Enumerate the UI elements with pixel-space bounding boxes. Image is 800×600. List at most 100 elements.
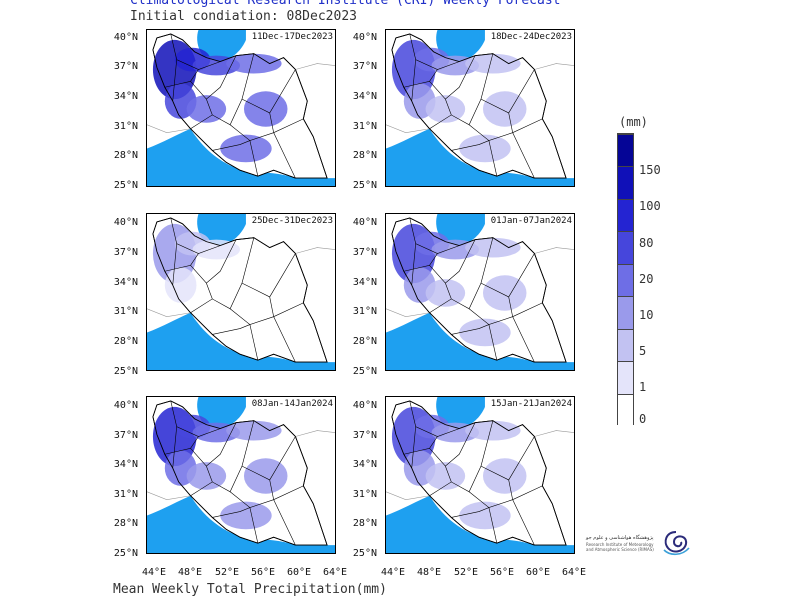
province-border	[249, 324, 259, 361]
precip-area	[220, 134, 272, 163]
province-border	[170, 400, 221, 437]
province-border	[206, 99, 213, 116]
lat-tick-40: 40°N	[113, 400, 138, 411]
forecast-map-panel-4: 01Jan-07Jan2024	[385, 213, 575, 371]
precip-area	[482, 275, 527, 311]
province-border	[429, 420, 494, 496]
province-border	[409, 217, 460, 254]
precip-area	[425, 279, 466, 307]
precip-area	[482, 91, 527, 127]
province-border	[411, 59, 416, 102]
lat-tick-25: 25°N	[352, 180, 377, 191]
province-border	[170, 217, 221, 254]
lon-tick-48: 48°E	[416, 567, 442, 578]
province-border	[468, 485, 543, 508]
lat-tick-34: 34°N	[352, 459, 377, 470]
precip-area	[226, 53, 282, 74]
precip-area	[425, 95, 466, 123]
swirl-logo-icon	[663, 531, 690, 556]
province-border	[273, 499, 296, 546]
forecast-map-panel-6: 15Jan-21Jan2024	[385, 396, 575, 554]
precip-map-4	[386, 214, 574, 370]
colorbar-label-150: 150	[639, 163, 661, 177]
forecast-map-panel-2: 18Dec-24Dec2023	[385, 29, 575, 187]
precip-area	[465, 53, 521, 74]
lat-tick-25: 25°N	[113, 180, 138, 191]
lat-tick-25: 25°N	[113, 366, 138, 377]
lat-tick-34: 34°N	[352, 277, 377, 288]
persian-gulf	[386, 128, 574, 186]
neighbour-border	[147, 63, 335, 133]
province-border	[480, 436, 535, 481]
province-border	[241, 69, 296, 114]
province-border	[273, 132, 296, 179]
lon-tick-44: 44°E	[141, 567, 167, 578]
colorbar	[617, 133, 634, 426]
province-border	[451, 324, 490, 335]
province-border	[508, 296, 513, 317]
province-border	[480, 253, 535, 298]
lat-tick-28: 28°N	[113, 336, 138, 347]
lon-tick-52: 52°E	[453, 567, 479, 578]
province-border	[229, 485, 304, 508]
province-border	[269, 479, 274, 500]
province-border	[512, 316, 535, 363]
panel-date-range-4: 01Jan-07Jan2024	[490, 216, 572, 226]
province-border	[508, 479, 513, 500]
panel-date-range-6: 15Jan-21Jan2024	[490, 399, 572, 409]
province-border	[206, 283, 213, 300]
lat-tick-34: 34°N	[113, 459, 138, 470]
lat-tick-28: 28°N	[113, 518, 138, 529]
province-border	[429, 436, 438, 449]
lat-tick-37: 37°N	[113, 247, 138, 258]
province-border	[445, 99, 452, 116]
lat-tick-37: 37°N	[352, 430, 377, 441]
iran-border	[391, 400, 567, 546]
precip-area	[186, 462, 227, 490]
province-border	[488, 324, 498, 361]
panel-date-range-3: 25Dec-31Dec2023	[251, 216, 333, 226]
persian-gulf	[386, 495, 574, 553]
precip-map-2	[386, 30, 574, 186]
province-border	[429, 253, 438, 266]
province-border	[451, 507, 490, 518]
lat-tick-34: 34°N	[113, 277, 138, 288]
lon-tick-52: 52°E	[214, 567, 240, 578]
iran-border	[391, 217, 567, 363]
neighbour-border	[386, 63, 574, 133]
colorbar-swatch	[618, 393, 633, 426]
precip-area	[459, 501, 511, 530]
institute-logo: پژوهشگاه هواشناسی و علوم جو Research Ins…	[586, 528, 692, 558]
iran-border	[391, 33, 567, 179]
colorbar-label-0: 0	[639, 412, 647, 426]
province-border	[249, 507, 259, 544]
province-border	[190, 69, 199, 82]
precip-area	[243, 458, 288, 494]
lat-tick-40: 40°N	[352, 400, 377, 411]
lon-tick-56: 56°E	[250, 567, 276, 578]
lon-tick-60: 60°E	[525, 567, 551, 578]
forecast-map-panel-1: 11Dec-17Dec2023	[146, 29, 336, 187]
lon-tick-64: 64°E	[322, 567, 348, 578]
initial-condition-label: Initial condiation: 08Dec2023	[130, 9, 357, 24]
province-border	[170, 33, 221, 70]
province-border	[190, 436, 199, 449]
precip-map-3	[147, 214, 335, 370]
lat-tick-34: 34°N	[352, 91, 377, 102]
province-border	[190, 237, 255, 313]
precip-area	[220, 501, 272, 530]
province-border	[273, 316, 296, 363]
lat-tick-31: 31°N	[113, 306, 138, 317]
province-border	[241, 436, 296, 481]
precip-map-5	[147, 397, 335, 553]
persian-gulf	[147, 128, 335, 186]
precip-area	[164, 267, 197, 303]
iran-border	[152, 33, 328, 179]
lat-tick-37: 37°N	[113, 61, 138, 72]
colorbar-swatch	[618, 263, 633, 297]
lat-tick-31: 31°N	[113, 489, 138, 500]
precip-area	[186, 95, 227, 123]
forecast-map-panel-5: 08Jan-14Jan2024	[146, 396, 336, 554]
province-border	[512, 499, 535, 546]
colorbar-swatch	[618, 361, 633, 394]
